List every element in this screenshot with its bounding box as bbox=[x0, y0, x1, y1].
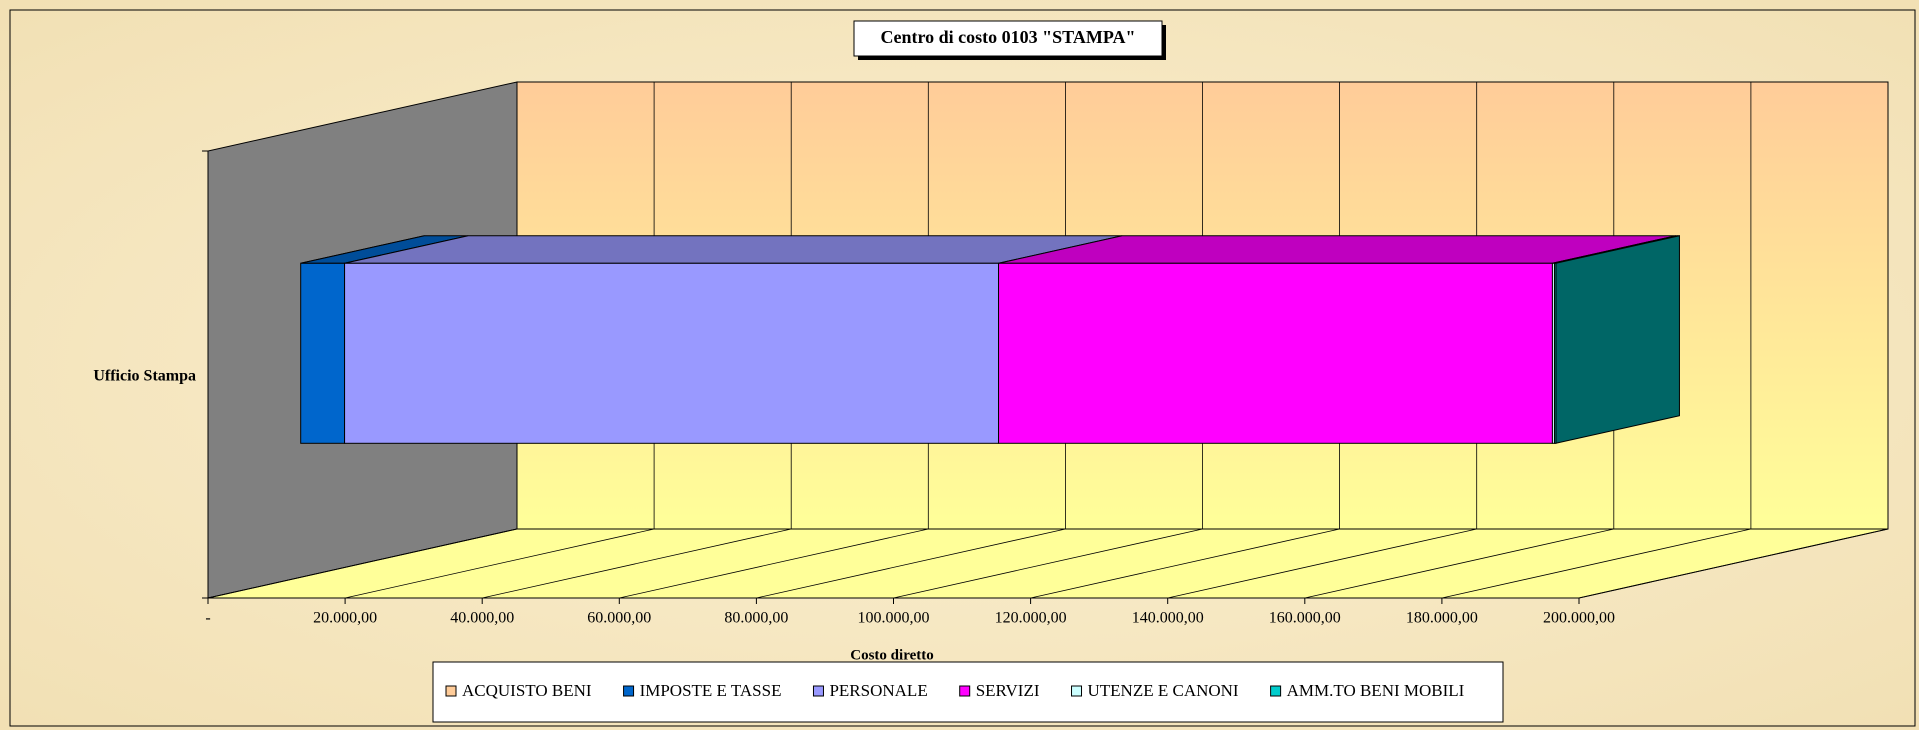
legend-label: AMM.TO BENI MOBILI bbox=[1287, 681, 1465, 700]
legend-swatch bbox=[623, 685, 635, 697]
legend-label: ACQUISTO BENI bbox=[462, 681, 592, 700]
x-tick-label: - bbox=[205, 610, 210, 627]
legend-label: PERSONALE bbox=[829, 681, 927, 700]
grid-line bbox=[482, 528, 792, 599]
legend-label: IMPOSTE E TASSE bbox=[640, 681, 782, 700]
grid-line bbox=[893, 528, 1203, 599]
x-tick-label: 200.000,00 bbox=[1543, 610, 1615, 627]
x-tick-label: 160.000,00 bbox=[1269, 610, 1341, 627]
plot-area: - 20.000,00 40.000,00 60.000,00 80.000,00 100… bbox=[93, 81, 1889, 627]
grid-line bbox=[1441, 528, 1751, 599]
legend-swatch bbox=[445, 685, 457, 697]
bar bbox=[300, 262, 346, 444]
x-tick-label: 140.000,00 bbox=[1132, 610, 1204, 627]
grid-line bbox=[345, 528, 655, 599]
grid-line bbox=[619, 528, 929, 599]
x-tick-label: 80.000,00 bbox=[724, 610, 788, 627]
chart-border bbox=[9, 9, 1916, 727]
x-tick-label: 120.000,00 bbox=[995, 610, 1067, 627]
grid-line bbox=[1167, 528, 1477, 599]
bar-side bbox=[1555, 235, 1680, 444]
grid-line bbox=[756, 528, 1066, 599]
x-tick-label: 40.000,00 bbox=[450, 610, 514, 627]
legend: ACQUISTO BENI IMPOSTE E TASSE PERSONALE SER… bbox=[445, 681, 1465, 700]
bar bbox=[1553, 262, 1557, 444]
legend-swatch bbox=[959, 685, 971, 697]
bar bbox=[998, 262, 1553, 444]
x-tick-label: 20.000,00 bbox=[313, 610, 377, 627]
x-axis-title: Costo diretto bbox=[850, 647, 933, 663]
grid-line bbox=[1030, 528, 1340, 599]
legend-label: UTENZE E CANONI bbox=[1088, 681, 1239, 700]
x-tick-label: 180.000,00 bbox=[1406, 610, 1478, 627]
legend-swatch bbox=[812, 685, 824, 697]
legend-box bbox=[432, 661, 1504, 723]
grid-line bbox=[1578, 528, 1889, 599]
legend-swatch bbox=[1270, 685, 1282, 697]
x-tick-label: 60.000,00 bbox=[587, 610, 651, 627]
y-tick-label: Ufficio Stampa bbox=[93, 368, 196, 385]
legend-label: SERVIZI bbox=[976, 681, 1040, 700]
legend-swatch bbox=[1071, 685, 1083, 697]
chart-title: Centro di costo 0103 "STAMPA" bbox=[881, 27, 1136, 47]
x-tick-label: 100.000,00 bbox=[858, 610, 930, 627]
bar-top bbox=[344, 235, 1123, 264]
grid-line bbox=[207, 528, 518, 599]
title-box bbox=[853, 20, 1163, 57]
grid-line bbox=[1304, 528, 1614, 599]
bar bbox=[344, 262, 1000, 444]
